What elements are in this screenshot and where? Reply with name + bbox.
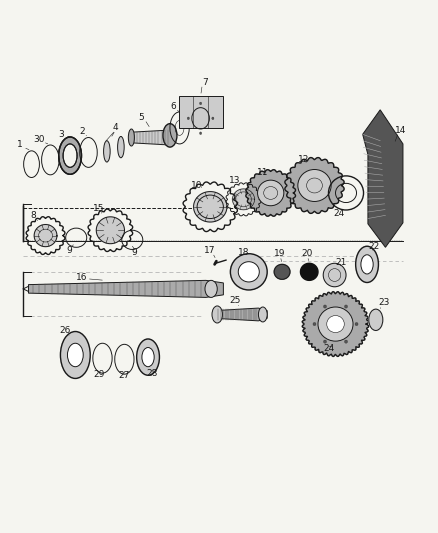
Text: 5: 5: [138, 113, 144, 122]
Ellipse shape: [117, 136, 124, 158]
Text: 20: 20: [301, 249, 312, 258]
Ellipse shape: [361, 255, 373, 274]
Text: 9: 9: [131, 248, 137, 257]
Polygon shape: [246, 169, 296, 216]
Ellipse shape: [323, 305, 326, 308]
Text: 26: 26: [59, 326, 71, 335]
Polygon shape: [60, 332, 90, 378]
Text: 16: 16: [76, 273, 87, 281]
Polygon shape: [233, 189, 254, 210]
Polygon shape: [215, 308, 267, 321]
Ellipse shape: [344, 305, 348, 308]
Ellipse shape: [104, 141, 110, 162]
Polygon shape: [285, 158, 344, 213]
Text: 23: 23: [378, 298, 389, 307]
Ellipse shape: [327, 316, 344, 333]
Text: 1: 1: [17, 141, 23, 149]
Polygon shape: [96, 217, 124, 244]
Text: 8: 8: [30, 211, 36, 220]
Polygon shape: [194, 191, 227, 222]
Ellipse shape: [355, 322, 358, 326]
Text: 24: 24: [333, 209, 345, 217]
Text: 25: 25: [229, 296, 240, 305]
Text: 21: 21: [335, 258, 346, 266]
Text: 3: 3: [58, 130, 64, 139]
Text: 2: 2: [80, 127, 85, 135]
Text: 30: 30: [34, 135, 45, 144]
Polygon shape: [302, 292, 369, 357]
Ellipse shape: [258, 180, 284, 206]
Ellipse shape: [200, 102, 201, 104]
Text: 18: 18: [238, 248, 249, 257]
Ellipse shape: [212, 117, 214, 120]
Ellipse shape: [298, 169, 331, 201]
Ellipse shape: [323, 340, 326, 343]
Ellipse shape: [187, 117, 189, 120]
Polygon shape: [230, 254, 267, 290]
Text: 6: 6: [170, 102, 176, 111]
Polygon shape: [274, 264, 290, 279]
Ellipse shape: [67, 343, 83, 367]
Ellipse shape: [212, 306, 223, 323]
Text: 24: 24: [324, 344, 335, 353]
Ellipse shape: [258, 307, 267, 322]
Ellipse shape: [205, 280, 217, 297]
Polygon shape: [300, 263, 318, 280]
Polygon shape: [369, 309, 383, 330]
Ellipse shape: [344, 340, 348, 343]
Polygon shape: [28, 280, 223, 297]
Ellipse shape: [238, 262, 259, 282]
Polygon shape: [131, 130, 170, 145]
Text: 14: 14: [395, 126, 406, 134]
Text: 10: 10: [191, 181, 203, 190]
Ellipse shape: [313, 322, 316, 326]
Text: 9: 9: [66, 246, 72, 255]
Text: 29: 29: [93, 370, 105, 378]
Text: 22: 22: [368, 242, 380, 251]
Text: 19: 19: [274, 249, 285, 258]
Text: 28: 28: [147, 369, 158, 377]
Polygon shape: [59, 137, 81, 174]
Ellipse shape: [163, 124, 177, 147]
FancyBboxPatch shape: [179, 96, 223, 128]
Text: 15: 15: [93, 205, 105, 213]
Polygon shape: [34, 224, 57, 247]
Ellipse shape: [200, 132, 201, 134]
Text: 12: 12: [298, 156, 310, 164]
Ellipse shape: [128, 129, 134, 146]
Text: 11: 11: [257, 168, 268, 177]
Polygon shape: [137, 339, 159, 375]
Polygon shape: [356, 246, 378, 282]
Text: 27: 27: [119, 371, 130, 379]
Text: 13: 13: [229, 176, 240, 184]
Ellipse shape: [142, 348, 154, 367]
Text: 7: 7: [202, 78, 208, 86]
Polygon shape: [363, 110, 403, 247]
Text: 17: 17: [204, 246, 215, 255]
Ellipse shape: [318, 307, 353, 341]
Text: 4: 4: [113, 124, 118, 132]
Polygon shape: [323, 263, 346, 287]
